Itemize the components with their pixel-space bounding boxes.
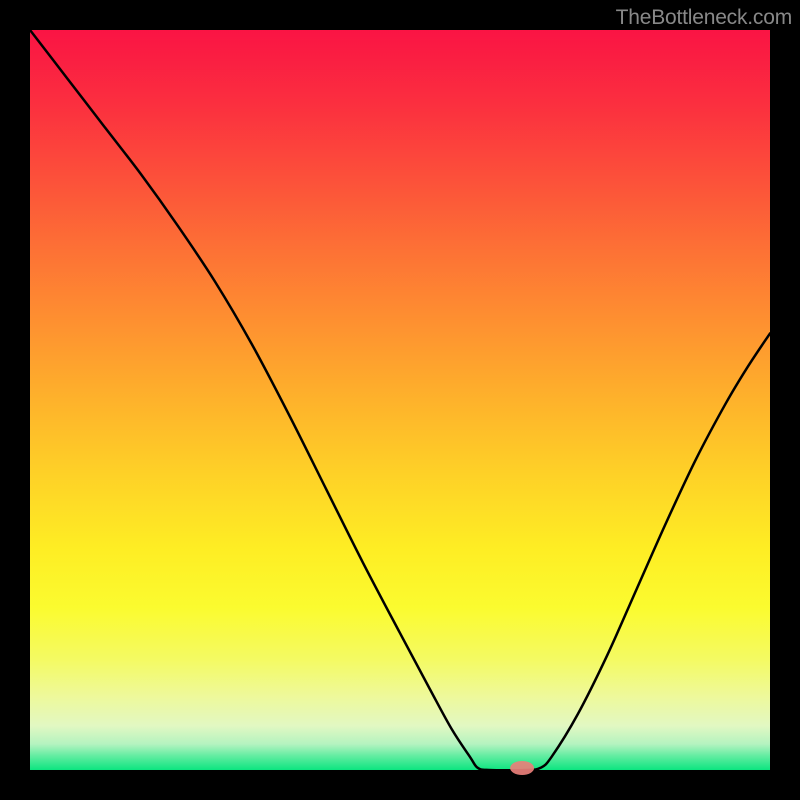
optimum-marker (510, 761, 534, 775)
watermark-text: TheBottleneck.com (616, 6, 792, 30)
bottleneck-chart (0, 0, 800, 800)
plot-background (30, 30, 770, 770)
chart-container: TheBottleneck.com (0, 0, 800, 800)
